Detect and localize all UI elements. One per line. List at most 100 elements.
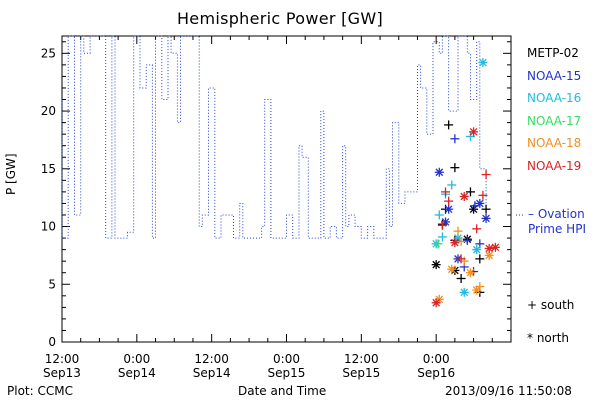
south-marker: [472, 224, 482, 234]
ovation-legend: – Ovation Prime HPI: [528, 207, 586, 237]
north-marker: [444, 204, 454, 214]
series-line-ovation-prime-hpi: [61, 35, 487, 239]
y-tick-label: 25: [41, 46, 56, 60]
south-marker: [475, 282, 485, 292]
marker-stroke: [485, 251, 494, 260]
marker-stroke: [454, 234, 462, 242]
north-marker: [475, 198, 485, 208]
south-marker: [444, 196, 454, 206]
marker-stroke: [482, 214, 490, 223]
north-marker: [478, 58, 488, 68]
south-marker: [470, 201, 480, 211]
legend-item-noaa-18: NOAA-18: [527, 136, 582, 150]
south-marker: [437, 220, 447, 230]
south-marker: [462, 235, 472, 245]
south-marker: [450, 134, 460, 144]
south-marker: [456, 273, 466, 283]
south-marker: [475, 254, 485, 264]
south-marker: [434, 210, 444, 220]
x-tick-label-date: Sep13: [43, 366, 81, 380]
x-tick-label-time: 12:00: [344, 352, 379, 366]
marker-stroke: [479, 58, 487, 67]
north-marker: [450, 238, 460, 248]
y-tick-label: 15: [41, 162, 56, 176]
south-marker: [441, 187, 451, 197]
north-marker: [434, 167, 444, 177]
north-marker: [431, 298, 441, 308]
axes: [61, 35, 512, 343]
scatter-points: [431, 58, 500, 308]
y-axis-label: P [GW]: [4, 153, 18, 195]
marker-stroke: [472, 245, 481, 254]
legend-item-noaa-16: NOAA-16: [527, 91, 582, 105]
south-marker: [478, 190, 488, 200]
north-marker: [431, 260, 441, 270]
north-marker: [459, 192, 469, 202]
tick-labels: 051015202512:00Sep130:00Sep1412:00Sep140…: [41, 46, 455, 380]
marker-stroke: [460, 192, 469, 201]
marker-stroke: [469, 205, 478, 214]
south-marker: [456, 254, 466, 264]
legend-item-metp-02: METP-02: [527, 46, 579, 60]
marker-stroke: [444, 205, 453, 214]
chart-title: Hemispheric Power [GW]: [176, 9, 384, 28]
south-marker: [453, 226, 463, 236]
ovation-legend-line1: – Ovation: [528, 207, 585, 221]
y-tick-label: 5: [48, 277, 56, 291]
south-marker: [465, 187, 475, 197]
x-tick-label-date: Sep15: [268, 366, 306, 380]
north-marker: [447, 264, 457, 274]
north-marker: [484, 243, 494, 253]
marker-stroke: [491, 243, 500, 252]
x-tick-label-date: Sep16: [417, 366, 455, 380]
south-marker: [481, 204, 491, 214]
south-marker: [456, 237, 466, 247]
marker-stroke: [466, 268, 475, 277]
north-marker: [459, 287, 469, 297]
x-tick-label-time: 0:00: [273, 352, 300, 366]
south-marker-key: + south: [527, 298, 575, 312]
x-tick-label-time: 0:00: [123, 352, 150, 366]
north-marker: [490, 242, 500, 252]
ovation-line: [61, 35, 525, 239]
legend-item-noaa-17: NOAA-17: [527, 113, 582, 128]
marker-stroke: [451, 266, 459, 275]
north-marker-key: * north: [527, 331, 570, 345]
y-tick-label: 0: [48, 335, 56, 349]
north-marker: [481, 213, 491, 223]
marker-stroke: [441, 218, 450, 226]
y-tick-label: 20: [41, 104, 56, 118]
plot-frame: [61, 35, 512, 343]
marker-stroke: [435, 168, 444, 177]
north-marker: [472, 245, 482, 255]
y-tick-label: 10: [41, 220, 56, 234]
north-marker: [469, 127, 479, 137]
marker-stroke: [469, 128, 478, 136]
marker-stroke: [447, 265, 456, 274]
south-marker: [465, 131, 475, 141]
south-marker: [447, 180, 457, 190]
legend: METP-02 NOAA-15 NOAA-16 NOAA-17 NOAA-18 …: [527, 42, 581, 177]
x-axis-label: Date and Time: [238, 384, 327, 398]
legend-item-noaa-15: NOAA-15: [527, 68, 582, 83]
x-tick-label-date: Sep14: [118, 366, 156, 380]
plot-credit: Plot: CCMC: [7, 384, 73, 398]
timestamp: 2013/09/16 11:50:08: [445, 384, 572, 398]
south-marker: [450, 163, 460, 173]
x-tick-label-date: Sep14: [193, 366, 231, 380]
marker-stroke: [460, 288, 469, 297]
south-marker: [437, 232, 447, 242]
x-tick-label-time: 12:00: [45, 352, 80, 366]
south-marker: [433, 239, 443, 249]
south-marker: [444, 120, 454, 130]
north-marker: [465, 268, 475, 278]
ovation-legend-line2: Prime HPI: [528, 222, 586, 236]
x-tick-label-time: 12:00: [194, 352, 229, 366]
north-marker: [469, 204, 479, 214]
marker-stroke: [432, 298, 441, 307]
marker-stroke: [451, 238, 459, 247]
marker-stroke: [485, 244, 494, 253]
marker-stroke: [432, 260, 441, 269]
marker-stroke: [472, 286, 481, 294]
